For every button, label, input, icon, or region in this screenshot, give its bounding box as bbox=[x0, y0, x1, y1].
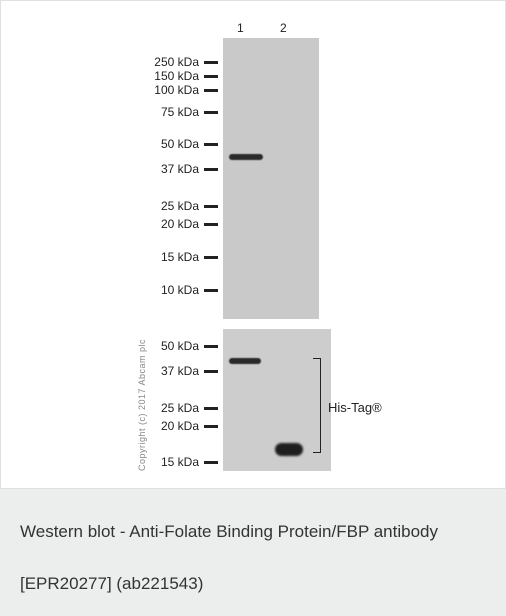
marker-label: 15 kDa bbox=[160, 250, 199, 264]
bracket bbox=[313, 358, 321, 453]
lane-label: 1 bbox=[237, 21, 244, 35]
marker-dash bbox=[204, 89, 218, 92]
marker-dash bbox=[204, 205, 218, 208]
marker-dash bbox=[204, 289, 218, 292]
marker-label: 50 kDa bbox=[160, 339, 199, 353]
marker-dash bbox=[204, 75, 218, 78]
blot-bottom bbox=[223, 329, 331, 471]
band bbox=[275, 443, 303, 456]
marker-dash bbox=[204, 223, 218, 226]
marker-label: 10 kDa bbox=[160, 283, 199, 297]
caption-box bbox=[0, 489, 506, 616]
lane-label: 2 bbox=[280, 21, 287, 35]
marker-dash bbox=[204, 256, 218, 259]
marker-dash bbox=[204, 461, 218, 464]
marker-label: 20 kDa bbox=[160, 419, 199, 433]
band bbox=[229, 154, 263, 160]
marker-dash bbox=[204, 111, 218, 114]
marker-label: 37 kDa bbox=[160, 162, 199, 176]
marker-dash bbox=[204, 407, 218, 410]
marker-dash bbox=[204, 425, 218, 428]
marker-label: 150 kDa bbox=[154, 69, 199, 83]
marker-label: 20 kDa bbox=[160, 217, 199, 231]
marker-label: 100 kDa bbox=[154, 83, 199, 97]
marker-dash bbox=[204, 370, 218, 373]
marker-dash bbox=[204, 345, 218, 348]
caption: Western blot - Anti-Folate Binding Prote… bbox=[20, 522, 438, 593]
annotation: His-Tag® bbox=[328, 400, 382, 415]
marker-dash bbox=[204, 168, 218, 171]
marker-label: 37 kDa bbox=[160, 364, 199, 378]
marker-label: 25 kDa bbox=[160, 401, 199, 415]
marker-label: 75 kDa bbox=[160, 105, 199, 119]
marker-dash bbox=[204, 61, 218, 64]
marker-dash bbox=[204, 143, 218, 146]
band bbox=[229, 358, 261, 364]
marker-label: 250 kDa bbox=[154, 55, 199, 69]
marker-label: 15 kDa bbox=[160, 455, 199, 469]
marker-label: 25 kDa bbox=[160, 199, 199, 213]
blot-top bbox=[223, 38, 319, 319]
marker-label: 50 kDa bbox=[160, 137, 199, 151]
